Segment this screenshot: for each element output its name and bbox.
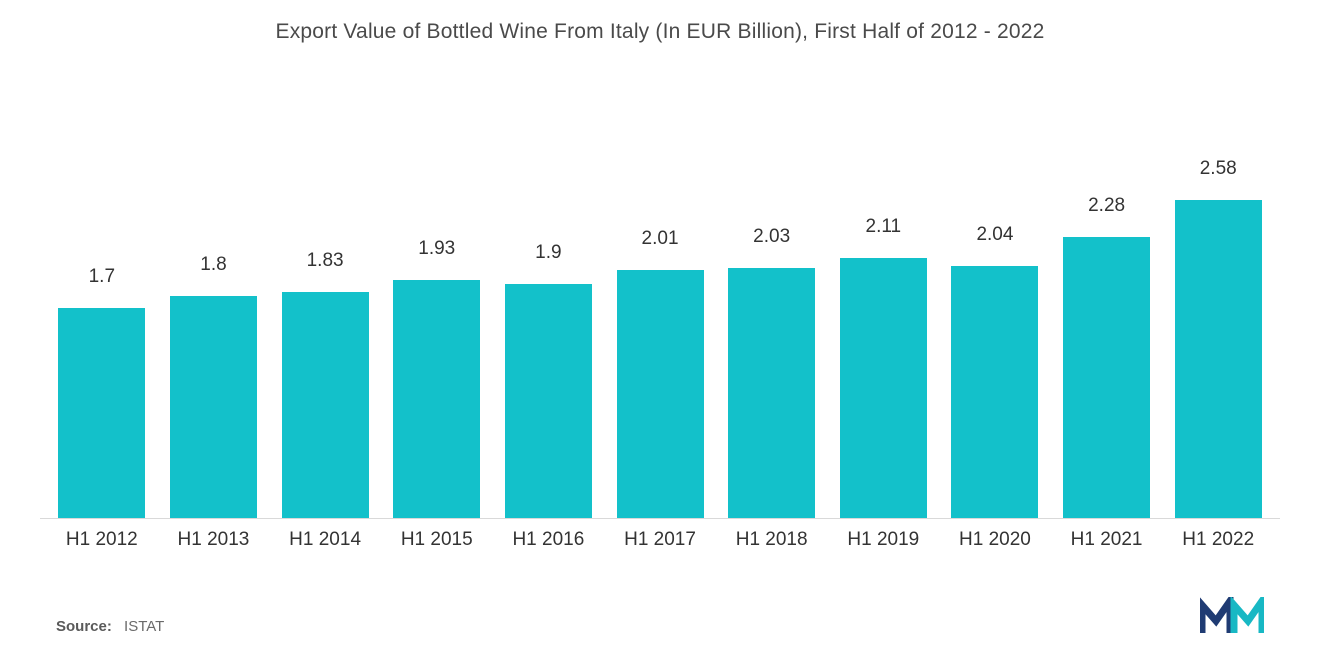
source-text: ISTAT — [124, 618, 164, 635]
bar-group: 2.03 — [720, 149, 824, 518]
bar-group: 1.7 — [50, 149, 154, 518]
bar-group: 2.04 — [943, 149, 1047, 518]
bar-value-label: 2.01 — [608, 228, 712, 250]
category-label: H1 2012 — [50, 529, 154, 551]
chart-footer: Source: ISTAT — [40, 597, 1280, 635]
bar-group: 1.83 — [273, 149, 377, 518]
bar — [840, 258, 927, 518]
bar-value-label: 1.93 — [385, 238, 489, 260]
category-label: H1 2021 — [1055, 529, 1159, 551]
bar-value-label: 1.7 — [50, 266, 154, 288]
bar — [282, 292, 369, 518]
bar — [1175, 200, 1262, 518]
bar — [58, 308, 145, 518]
bar — [728, 268, 815, 518]
category-label: H1 2020 — [943, 529, 1047, 551]
bar-value-label: 2.58 — [1166, 158, 1270, 180]
category-label: H1 2018 — [720, 529, 824, 551]
bar-group: 1.9 — [497, 149, 601, 518]
category-label: H1 2019 — [831, 529, 935, 551]
brand-logo — [1200, 597, 1264, 635]
category-label: H1 2016 — [497, 529, 601, 551]
bar-value-label: 2.11 — [831, 216, 935, 238]
chart-title: Export Value of Bottled Wine From Italy … — [40, 20, 1280, 44]
bar — [170, 296, 257, 518]
bar-group: 1.8 — [162, 149, 266, 518]
mordor-logo-icon — [1200, 597, 1264, 635]
source-label: Source: — [56, 618, 112, 635]
bar — [393, 280, 480, 518]
bar-value-label: 2.03 — [720, 226, 824, 248]
category-labels-row: H1 2012 H1 2013 H1 2014 H1 2015 H1 2016 H1 20… — [40, 529, 1280, 551]
category-label: H1 2015 — [385, 529, 489, 551]
chart-container: Export Value of Bottled Wine From Italy … — [0, 0, 1320, 665]
bar-value-label: 1.8 — [162, 254, 266, 276]
chart-plot-area: 1.7 1.8 1.83 1.93 1.9 2.01 2.03 2.11 2.04 2.28 2.5… — [40, 132, 1280, 551]
category-label: H1 2013 — [162, 529, 266, 551]
bar-value-label: 1.9 — [497, 242, 601, 264]
category-label: H1 2017 — [608, 529, 712, 551]
bar — [505, 284, 592, 518]
bar-value-label: 2.04 — [943, 224, 1047, 246]
bar-group: 2.28 — [1055, 149, 1159, 518]
bar-value-label: 2.28 — [1055, 195, 1159, 217]
bar-group: 1.93 — [385, 149, 489, 518]
bars-row: 1.7 1.8 1.83 1.93 1.9 2.01 2.03 2.11 2.04 2.28 2.5… — [40, 149, 1280, 519]
bar-group: 2.11 — [831, 149, 935, 518]
source-citation: Source: ISTAT — [56, 618, 164, 635]
category-label: H1 2022 — [1166, 529, 1270, 551]
bar — [951, 266, 1038, 518]
bar-group: 2.58 — [1166, 149, 1270, 518]
bar-group: 2.01 — [608, 149, 712, 518]
category-label: H1 2014 — [273, 529, 377, 551]
bar — [617, 270, 704, 518]
bar-value-label: 1.83 — [273, 250, 377, 272]
bar — [1063, 237, 1150, 518]
